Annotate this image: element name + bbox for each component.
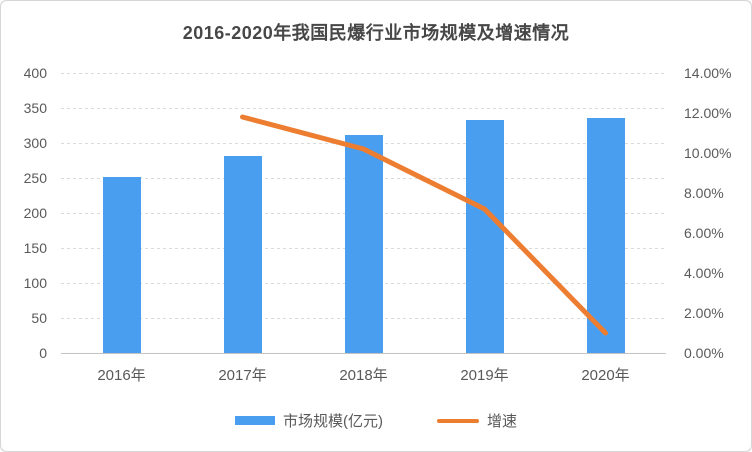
legend-label-market-size: 市场规模(亿元)	[282, 413, 383, 430]
legend-label-growth: 增速	[486, 413, 517, 430]
left-axis-tick: 50	[31, 310, 47, 326]
right-axis-tick: 8.00%	[684, 185, 724, 201]
bar-2020年	[586, 117, 625, 353]
x-axis-label-2019年: 2019年	[460, 367, 509, 384]
x-axis-line	[61, 353, 666, 354]
x-axis-label-2018年: 2018年	[339, 367, 388, 384]
left-axis-tick: 100	[23, 275, 47, 291]
legend-item-market-size: 市场规模(亿元)	[234, 410, 383, 431]
plot-area	[61, 73, 666, 354]
left-axis-tick: 200	[23, 205, 47, 221]
left-axis-tick: 350	[23, 100, 47, 116]
x-axis-label-2016年: 2016年	[97, 367, 146, 384]
right-axis-tick: 0.00%	[684, 345, 724, 361]
x-axis-label-2017年: 2017年	[218, 367, 267, 384]
right-axis-tick: 2.00%	[684, 305, 724, 321]
x-axis-label-2020年: 2020年	[581, 367, 630, 384]
left-axis-tick: 150	[23, 240, 47, 256]
right-axis-tick: 4.00%	[684, 265, 724, 281]
left-axis-tick: 300	[23, 135, 47, 151]
legend: 市场规模(亿元) 增速	[1, 410, 751, 431]
chart-title: 2016-2020年我国民爆行业市场规模及增速情况	[182, 23, 570, 43]
bar-2018年	[344, 135, 383, 353]
growth-line	[240, 114, 608, 336]
left-axis-tick: 250	[23, 170, 47, 186]
right-axis-tick: 14.00%	[684, 65, 732, 81]
line-series-swatch	[436, 418, 479, 423]
right-axis-tick: 6.00%	[684, 225, 724, 241]
gridline	[61, 73, 666, 74]
bar-2019年	[465, 119, 504, 353]
right-axis-tick: 12.00%	[684, 105, 732, 121]
bar-2017年	[223, 155, 262, 353]
gridline	[61, 108, 666, 109]
legend-item-growth: 增速	[436, 410, 517, 431]
right-axis-tick: 10.00%	[684, 145, 732, 161]
left-axis-tick: 400	[23, 65, 47, 81]
left-axis-tick: 0	[39, 345, 47, 361]
bar-series-swatch	[234, 416, 275, 425]
bar-2016年	[102, 176, 141, 353]
